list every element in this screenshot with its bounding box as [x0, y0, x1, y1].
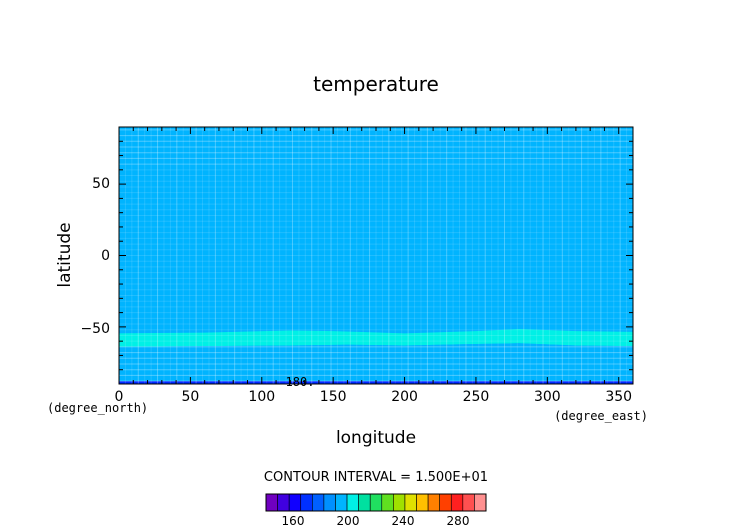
colorbar	[265, 493, 487, 512]
heatmap-fill	[119, 127, 633, 384]
colorbar-swatch	[277, 493, 290, 512]
axis-ticks	[118, 127, 633, 384]
colorbar-swatch	[335, 493, 348, 512]
colorbar-labels: 160 200 240 280	[282, 514, 470, 528]
contour-label: 180.	[286, 375, 315, 389]
colorbar-swatch	[300, 493, 313, 512]
gridlines	[118, 127, 634, 384]
colorbar-swatch	[450, 493, 464, 512]
colorbar-swatch	[323, 493, 336, 512]
y-tick-label-50: 50	[92, 176, 110, 192]
colorbar-swatch	[346, 493, 359, 512]
y-unit-label: (degree_north)	[47, 401, 148, 415]
colorbar-swatch	[358, 493, 371, 512]
colorbar-swatch	[312, 493, 325, 512]
colorbar-swatch	[265, 493, 278, 512]
colorbar-swatch	[369, 493, 383, 512]
x-tick-label: 350	[605, 389, 632, 405]
y-tick-label-0: 0	[101, 248, 110, 264]
x-tick-label: 150	[320, 389, 347, 405]
x-tick-label: 200	[391, 389, 418, 405]
plot-area: 180.	[118, 126, 634, 389]
y-axis-label: latitude	[55, 222, 75, 287]
x-axis-label: longitude	[336, 428, 416, 448]
x-tick-label: 100	[248, 389, 275, 405]
colorbar-swatch	[427, 493, 440, 512]
colorbar-swatch	[381, 493, 394, 512]
colorbar-tick-label: 160	[282, 514, 305, 528]
colorbar-swatch	[288, 493, 302, 512]
x-tick-label: 250	[463, 389, 490, 405]
colorbar-tick-label: 240	[392, 514, 415, 528]
contour-interval-label: CONTOUR INTERVAL = 1.500E+01	[264, 470, 488, 485]
x-tick-label: 50	[181, 389, 199, 405]
x-unit-label: (degree_east)	[554, 409, 648, 423]
band-lower	[119, 343, 633, 382]
colorbar-swatch	[393, 493, 406, 512]
y-tick-label-minus-50: −50	[80, 321, 110, 337]
chart-title: temperature	[313, 72, 439, 96]
colorbar-swatch	[416, 493, 429, 512]
x-tick-label: 300	[534, 389, 561, 405]
colorbar-frame	[265, 493, 487, 512]
x-tick-label: 0	[115, 389, 124, 405]
band-middle	[119, 329, 633, 347]
colorbar-swatch	[462, 493, 475, 512]
colorbar-swatch	[404, 493, 417, 512]
x-tick-labels: 0 50 100 150 200 250 300 350	[115, 389, 633, 405]
colorbar-swatch	[439, 493, 452, 512]
colorbar-swatch	[474, 493, 487, 512]
colorbar-tick-label: 200	[337, 514, 360, 528]
colorbar-tick-label: 280	[447, 514, 470, 528]
